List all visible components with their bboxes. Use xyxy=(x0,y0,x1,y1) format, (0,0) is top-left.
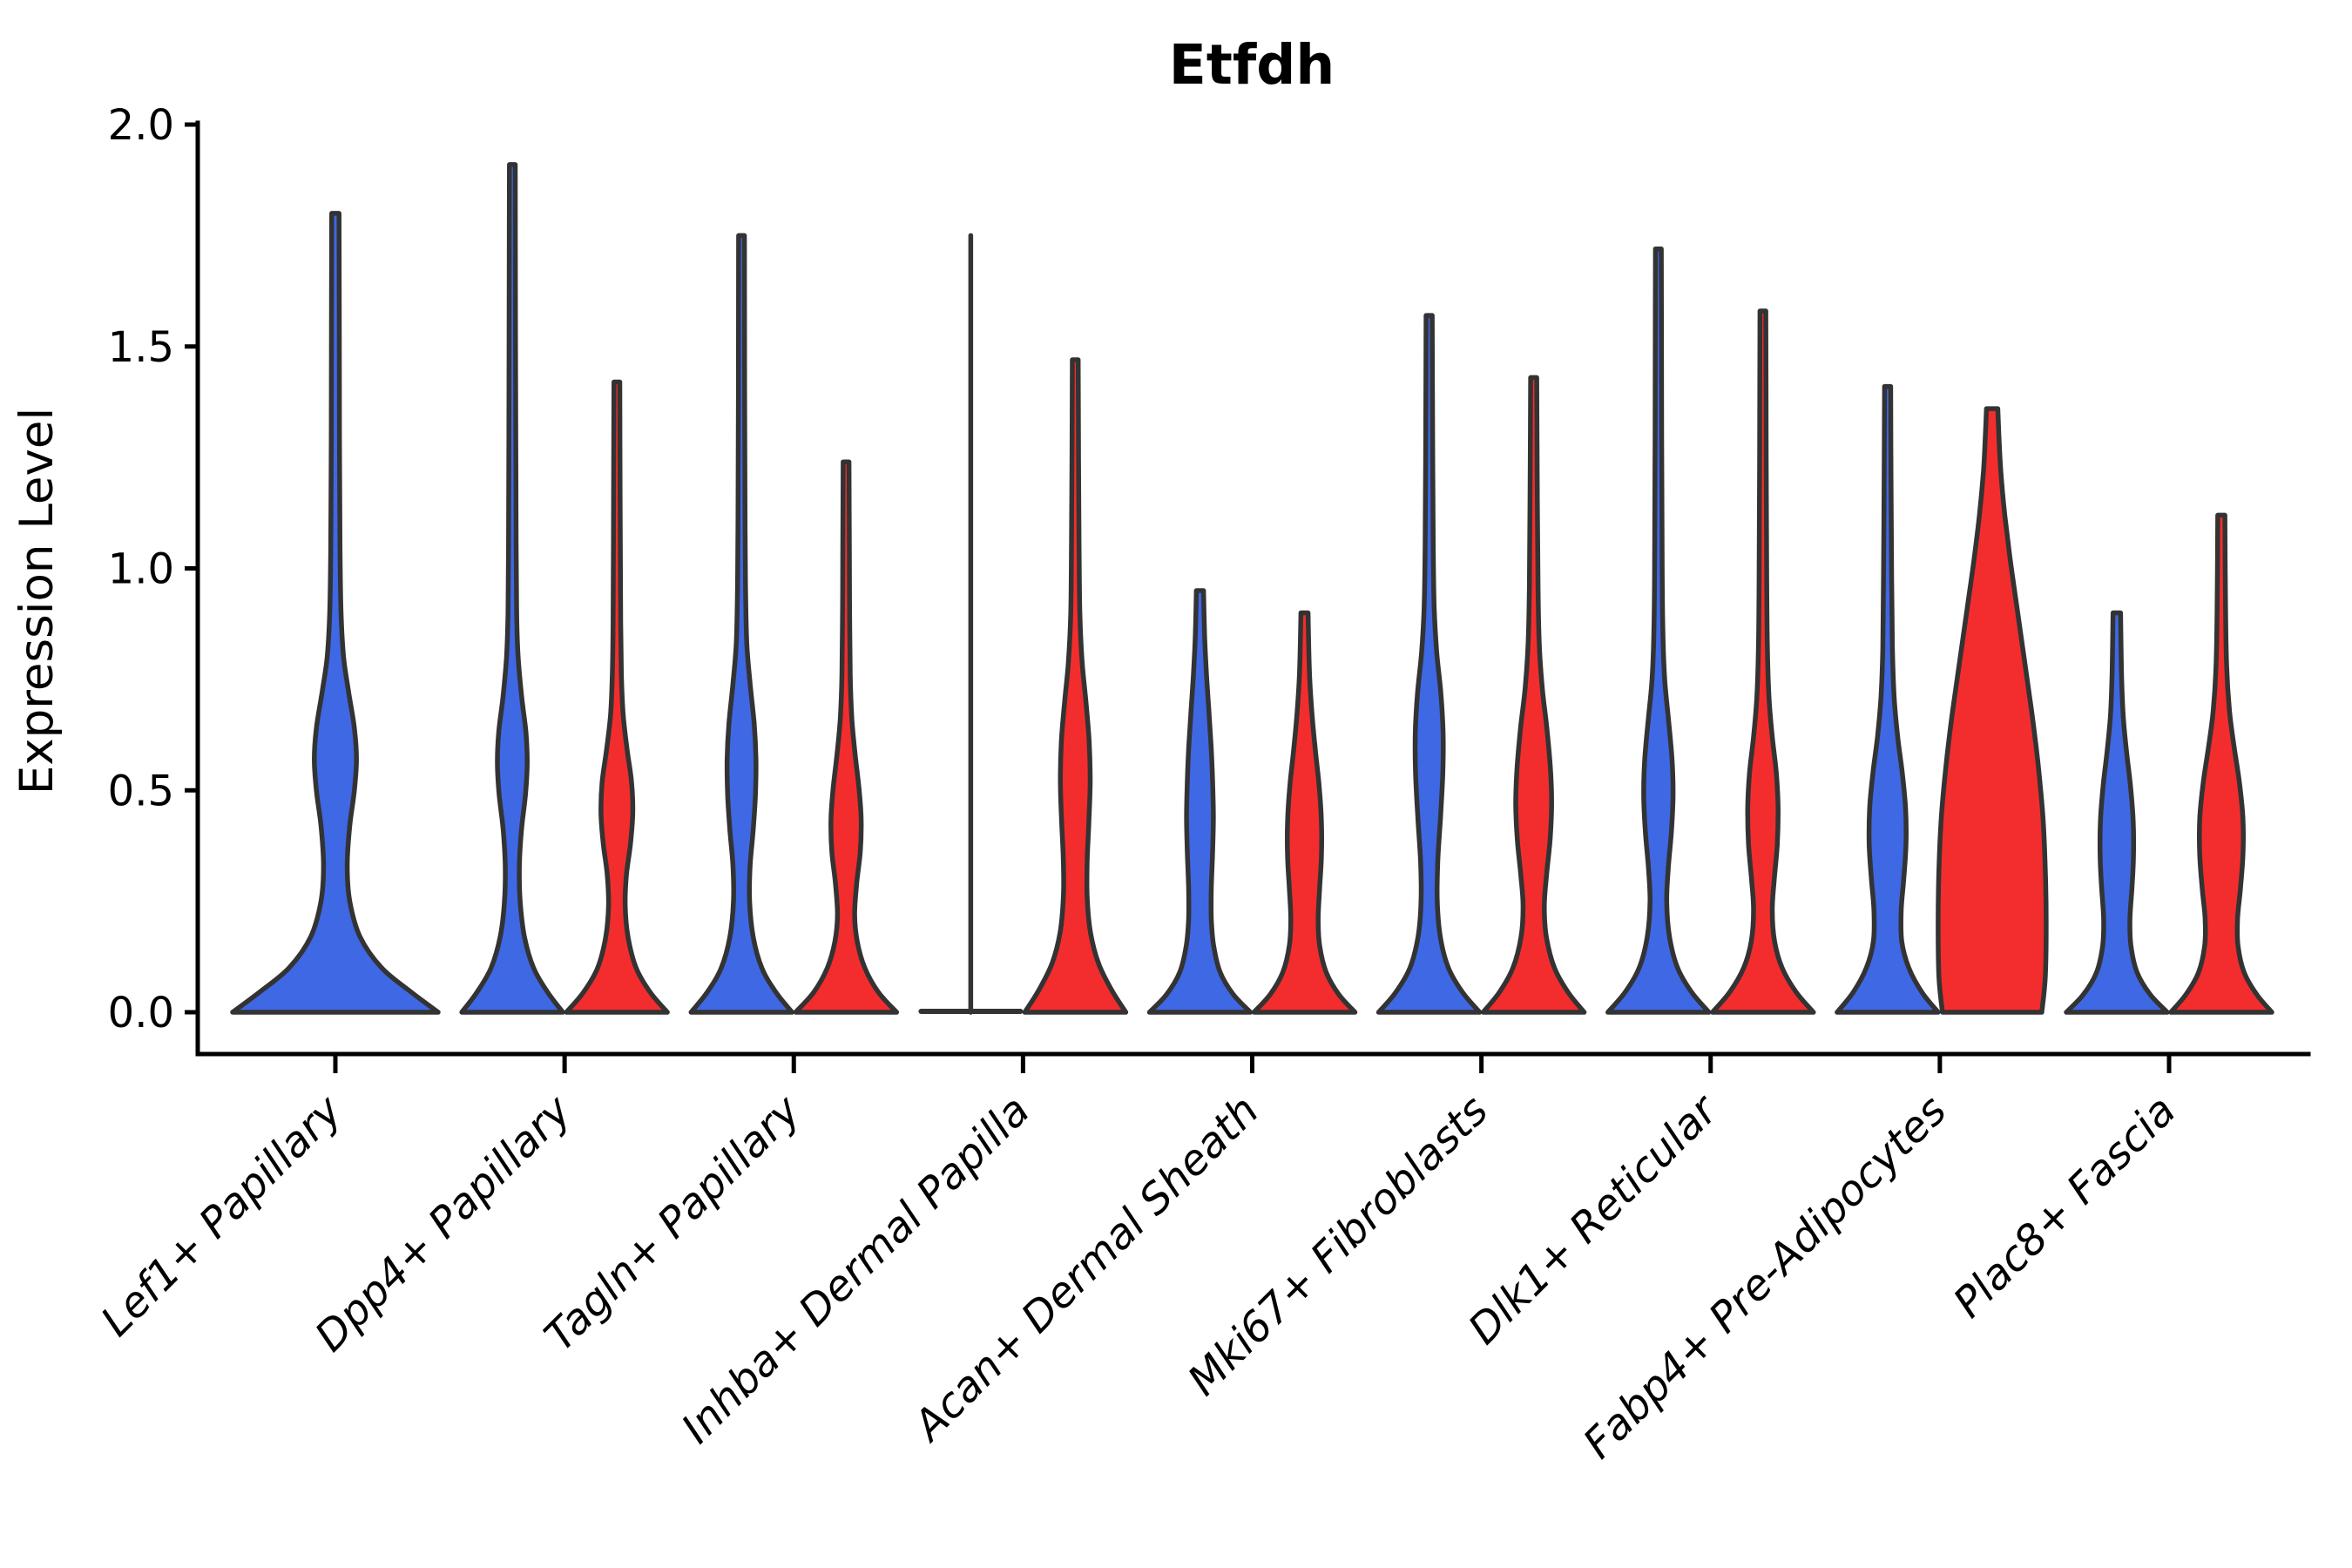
x-tick-label-plac8-fascia: Plac8+ Fascia xyxy=(1944,1086,2186,1328)
violin-mki67-fibroblasts-group-red xyxy=(1480,375,1587,1015)
violin-dpp4-papillary-group-red xyxy=(564,379,670,1015)
y-axis-label: Expression Level xyxy=(10,408,64,794)
x-tick-label-fabp4-pre-adipocytes: Fabp4+ Pre-Adipocytes xyxy=(1574,1086,1957,1469)
violin-inhba-dermal-papilla-group-red xyxy=(1022,357,1129,1015)
violin-acan-dermal-sheath-group-blue xyxy=(1146,588,1254,1015)
y-tick-label: 0.0 xyxy=(108,989,174,1037)
y-tick-labels: 0.0 0.5 1.0 1.5 2.0 xyxy=(108,101,174,1037)
axis-spines xyxy=(195,120,2311,1057)
y-tick-label: 1.5 xyxy=(108,323,174,372)
y-tick-label: 1.0 xyxy=(108,545,174,594)
x-tick-label-dpp4-papillary: Dpp4+ Papillary xyxy=(306,1085,581,1361)
x-tick-label-lef1-papillary: Lef1+ Papillary xyxy=(91,1085,352,1346)
violin-plac8-fascia-group-blue xyxy=(2064,610,2170,1015)
y-tick-label: 0.5 xyxy=(108,767,174,815)
violin-fabp4-pre-adipocytes-group-blue xyxy=(1835,383,1941,1015)
x-tick-label-dlk1-reticular: Dlk1+ Reticular xyxy=(1459,1085,1729,1355)
violins xyxy=(230,162,2274,1015)
violin-fabp4-pre-adipocytes-group-red xyxy=(1936,406,2049,1015)
violin-tagln-papillary-group-blue xyxy=(688,233,795,1015)
x-tick-label-tagln-papillary: Tagln+ Papillary xyxy=(536,1085,811,1361)
violin-dlk1-reticular-group-blue xyxy=(1605,246,1712,1015)
y-tick-label: 2.0 xyxy=(108,101,174,150)
chart-title: Etfdh xyxy=(1169,33,1335,97)
axes xyxy=(185,120,2311,1073)
violin-dpp4-papillary-group-blue xyxy=(459,162,565,1015)
violin-plac8-fascia-group-red xyxy=(2168,512,2274,1015)
violin-tagln-papillary-group-red xyxy=(793,459,900,1015)
violin-mki67-fibroblasts-group-blue xyxy=(1375,313,1483,1015)
violin-dlk1-reticular-group-red xyxy=(1710,308,1816,1015)
violin-lef1-papillary-group-blue xyxy=(230,211,441,1015)
violin-acan-dermal-sheath-group-red xyxy=(1251,610,1358,1015)
